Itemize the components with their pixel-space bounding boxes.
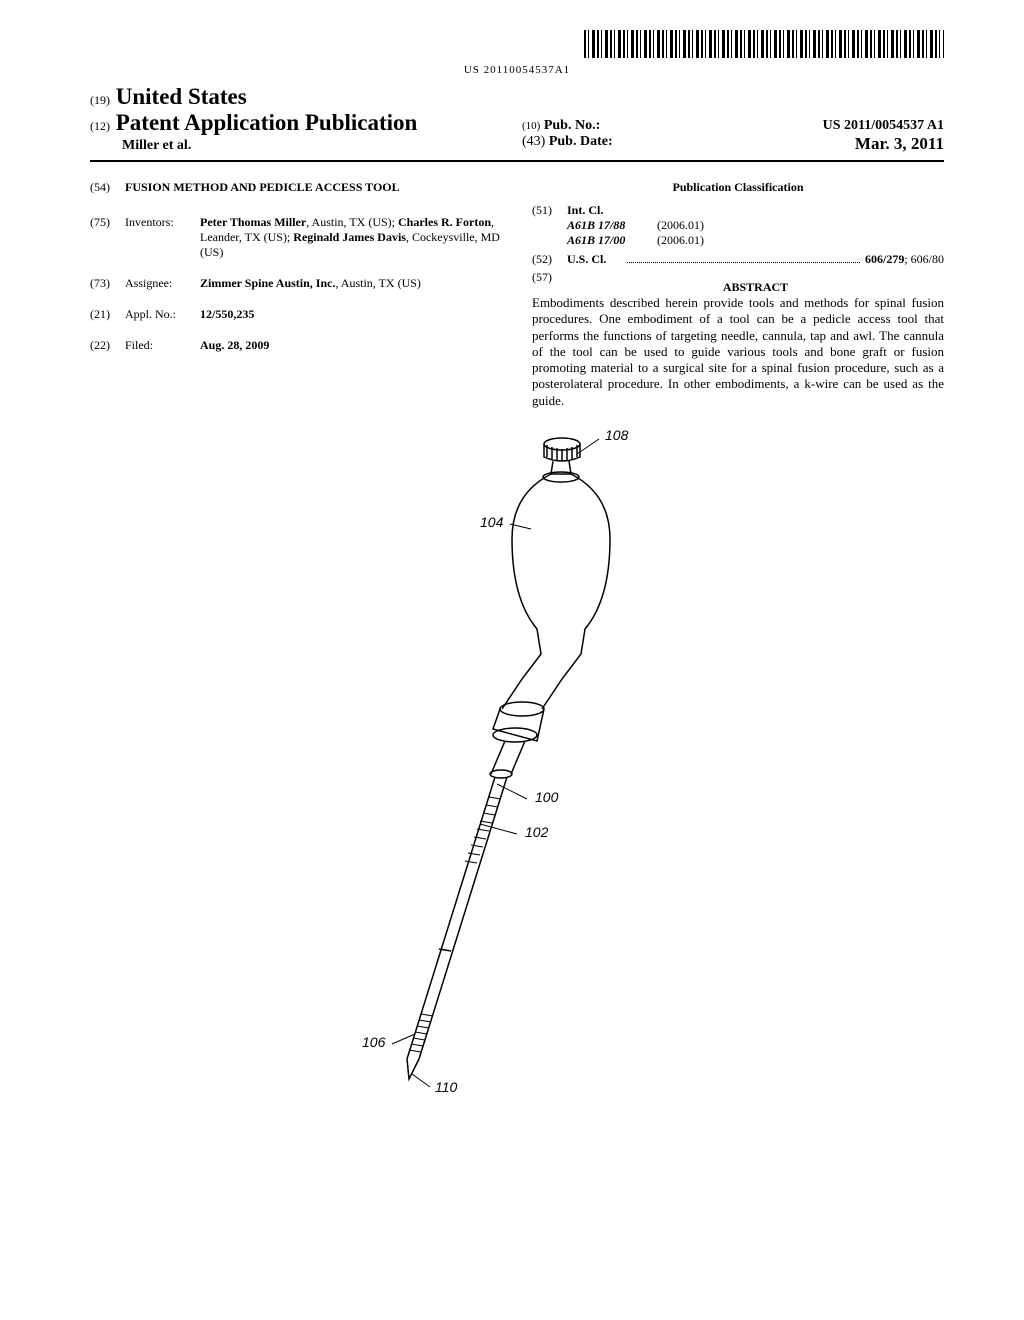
- assignee-value: Zimmer Spine Austin, Inc., Austin, TX (U…: [200, 276, 421, 291]
- country-name: United States: [116, 84, 247, 109]
- uscl-code: (52): [532, 252, 567, 267]
- intcl-row: (51) Int. Cl. A61B 17/88 (2006.01) A61B …: [532, 203, 944, 248]
- header-divider: [90, 160, 944, 162]
- uscl-value: 606/279; 606/80: [865, 252, 944, 267]
- pubno-value: US 2011/0054537 A1: [823, 118, 944, 134]
- barcode-number: US 20110054537A1: [90, 64, 944, 76]
- title-row: (54) FUSION METHOD AND PEDICLE ACCESS TO…: [90, 180, 502, 195]
- pub-type-code: (12): [90, 119, 110, 133]
- uscl-label: U.S. Cl.: [567, 252, 622, 267]
- pubdate-value: Mar. 3, 2011: [855, 134, 944, 154]
- country-code: (19): [90, 93, 110, 107]
- assignee-row: (73) Assignee: Zimmer Spine Austin, Inc.…: [90, 276, 502, 291]
- pub-type-line: (12) Patent Application Publication: [90, 110, 512, 136]
- inventors-label: Inventors:: [125, 215, 200, 260]
- intcl-label: Int. Cl.: [567, 203, 944, 218]
- inventors-row: (75) Inventors: Peter Thomas Miller, Aus…: [90, 215, 502, 260]
- barcode-icon: [584, 30, 944, 58]
- pubdate-code: (43): [522, 134, 545, 149]
- intcl-content: Int. Cl. A61B 17/88 (2006.01) A61B 17/00…: [567, 203, 944, 248]
- applno-code: (21): [90, 307, 125, 322]
- fig-label-102: 102: [525, 824, 548, 840]
- header-row: (19) United States (12) Patent Applicati…: [90, 84, 944, 154]
- pub-type-title: Patent Application Publication: [116, 110, 418, 135]
- left-column: (54) FUSION METHOD AND PEDICLE ACCESS TO…: [90, 180, 502, 409]
- tool-drawing-icon: [367, 419, 667, 1119]
- country-line: (19) United States: [90, 84, 512, 110]
- uscl-dots: [627, 248, 860, 263]
- intcl-code: (51): [532, 203, 567, 248]
- intcl-item-1-year: (2006.01): [657, 233, 704, 248]
- applno-row: (21) Appl. No.: 12/550,235: [90, 307, 502, 322]
- pubdate-label: Pub. Date:: [549, 134, 613, 149]
- intcl-item-0-year: (2006.01): [657, 218, 704, 233]
- abstract-code: (57): [532, 270, 567, 295]
- header-right: (10) Pub. No.: US 2011/0054537 A1 (43) P…: [512, 118, 944, 154]
- header-left: (19) United States (12) Patent Applicati…: [90, 84, 512, 154]
- abstract-text: Embodiments described herein provide too…: [532, 295, 944, 409]
- abstract-heading: ABSTRACT: [567, 280, 944, 295]
- applno-value: 12/550,235: [200, 307, 254, 322]
- applno-label: Appl. No.:: [125, 307, 200, 322]
- inventors-value: Peter Thomas Miller, Austin, TX (US); Ch…: [200, 215, 502, 260]
- pubno-line: (10) Pub. No.: US 2011/0054537 A1: [522, 118, 944, 134]
- uscl-row: (52) U.S. Cl. 606/279; 606/80: [532, 252, 944, 267]
- pubclass-heading: Publication Classification: [532, 180, 944, 195]
- title-code: (54): [90, 180, 125, 195]
- right-column: Publication Classification (51) Int. Cl.…: [532, 180, 944, 409]
- fig-label-108: 108: [605, 427, 628, 443]
- pubno-code: (10): [522, 120, 540, 132]
- abstract-heading-row: (57) ABSTRACT: [532, 270, 944, 295]
- fig-label-104: 104: [480, 514, 503, 530]
- barcode-section: US 20110054537A1: [90, 30, 944, 76]
- assignee-label: Assignee:: [125, 276, 200, 291]
- title-value: FUSION METHOD AND PEDICLE ACCESS TOOL: [125, 180, 400, 195]
- intcl-item-0: A61B 17/88 (2006.01): [567, 218, 944, 233]
- assignee-code: (73): [90, 276, 125, 291]
- filed-label: Filed:: [125, 338, 200, 353]
- fig-label-110: 110: [435, 1079, 457, 1095]
- filed-row: (22) Filed: Aug. 28, 2009: [90, 338, 502, 353]
- intcl-item-1: A61B 17/00 (2006.01): [567, 233, 944, 248]
- columns: (54) FUSION METHOD AND PEDICLE ACCESS TO…: [90, 180, 944, 409]
- intcl-item-1-code: A61B 17/00: [567, 233, 657, 248]
- fig-label-100: 100: [535, 789, 558, 805]
- pubno-label: Pub. No.:: [544, 118, 600, 133]
- inventors-code: (75): [90, 215, 125, 260]
- pubdate-line: (43) Pub. Date: Mar. 3, 2011: [522, 134, 944, 154]
- filed-code: (22): [90, 338, 125, 353]
- author-line: Miller et al.: [90, 138, 512, 154]
- fig-label-106: 106: [362, 1034, 385, 1050]
- intcl-item-0-code: A61B 17/88: [567, 218, 657, 233]
- patent-figure: 108 104 100 102 106 110: [367, 419, 667, 1119]
- filed-value: Aug. 28, 2009: [200, 338, 269, 353]
